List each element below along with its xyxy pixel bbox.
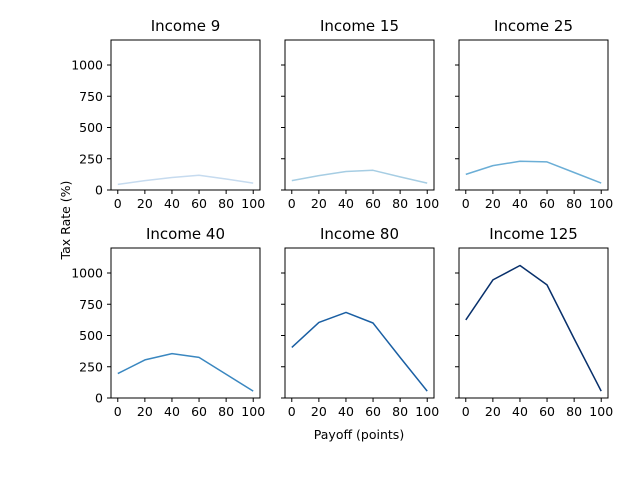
x-tick-label: 20 (485, 196, 501, 211)
x-tick-label: 60 (365, 404, 381, 419)
x-tick-label: 80 (218, 196, 234, 211)
x-tick-label: 60 (365, 196, 381, 211)
axes-frame (458, 39, 609, 191)
panel-5: Income 80 0 20 40 60 80 100 (281, 225, 439, 419)
series-line (117, 174, 254, 186)
x-tick-label: 100 (589, 404, 613, 419)
y-tick-label: 500 (79, 328, 103, 343)
x-tick-label: 100 (589, 196, 613, 211)
axes-frame (110, 247, 261, 399)
y-tick-label: 1000 (71, 58, 103, 73)
panel-title: Income 25 (494, 17, 573, 35)
x-axis-label: Payoff (points) (314, 427, 404, 442)
panels-group: Income 90 20 40 60 80 10002505007501000Income… (71, 17, 613, 419)
x-tick-label: 80 (392, 196, 408, 211)
x-tick-label: 80 (566, 196, 582, 211)
x-tick-label: 80 (392, 404, 408, 419)
x-tick-label: 0 (462, 404, 470, 419)
x-tick-label: 60 (539, 196, 555, 211)
series-line (291, 311, 428, 392)
panel-title: Income 80 (320, 225, 399, 243)
y-tick-label: 1000 (71, 266, 103, 281)
x-tick-label: 20 (311, 404, 327, 419)
y-tick-label: 0 (95, 391, 103, 406)
y-tick-label: 750 (79, 89, 103, 104)
series-line (465, 160, 602, 184)
x-tick-label: 40 (512, 196, 528, 211)
panel-title: Income 15 (320, 17, 399, 35)
panel-2: Income 15 0 20 40 60 80 100 (281, 17, 439, 211)
x-tick-label: 80 (218, 404, 234, 419)
x-tick-label: 100 (415, 196, 439, 211)
x-tick-label: 40 (338, 196, 354, 211)
panel-title: Income 40 (146, 225, 225, 243)
x-tick-label: 100 (241, 196, 265, 211)
y-axis-label: Tax Rate (%) (58, 181, 73, 261)
panel-title: Income 125 (489, 225, 578, 243)
x-tick-label: 40 (512, 404, 528, 419)
x-tick-label: 40 (164, 404, 180, 419)
x-tick-label: 60 (191, 404, 207, 419)
axes-frame (284, 39, 435, 191)
x-tick-label: 20 (311, 196, 327, 211)
panel-title: Income 9 (151, 17, 221, 35)
x-tick-label: 100 (415, 404, 439, 419)
x-tick-label: 60 (539, 404, 555, 419)
x-tick-label: 60 (191, 196, 207, 211)
y-tick-label: 250 (79, 151, 103, 166)
x-tick-label: 20 (485, 404, 501, 419)
x-tick-label: 80 (566, 404, 582, 419)
panel-3: Income 25 0 20 40 60 80 100 (455, 17, 613, 211)
y-tick-label: 500 (79, 120, 103, 135)
series-line (117, 352, 254, 392)
x-tick-label: 100 (241, 404, 265, 419)
y-tick-label: 250 (79, 359, 103, 374)
series-line (465, 264, 602, 392)
x-tick-label: 20 (137, 404, 153, 419)
x-tick-label: 20 (137, 196, 153, 211)
axes-frame (284, 247, 435, 399)
x-tick-label: 0 (114, 404, 122, 419)
panel-6: Income 125 0 20 40 60 80 100 (455, 225, 613, 419)
y-tick-label: 0 (95, 183, 103, 198)
y-tick-label: 750 (79, 297, 103, 312)
axes-frame (458, 247, 609, 399)
x-tick-label: 40 (164, 196, 180, 211)
x-tick-label: 40 (338, 404, 354, 419)
x-tick-label: 0 (288, 196, 296, 211)
series-line (291, 169, 428, 184)
x-tick-label: 0 (114, 196, 122, 211)
axes-frame (110, 39, 261, 191)
x-tick-label: 0 (462, 196, 470, 211)
x-tick-label: 0 (288, 404, 296, 419)
